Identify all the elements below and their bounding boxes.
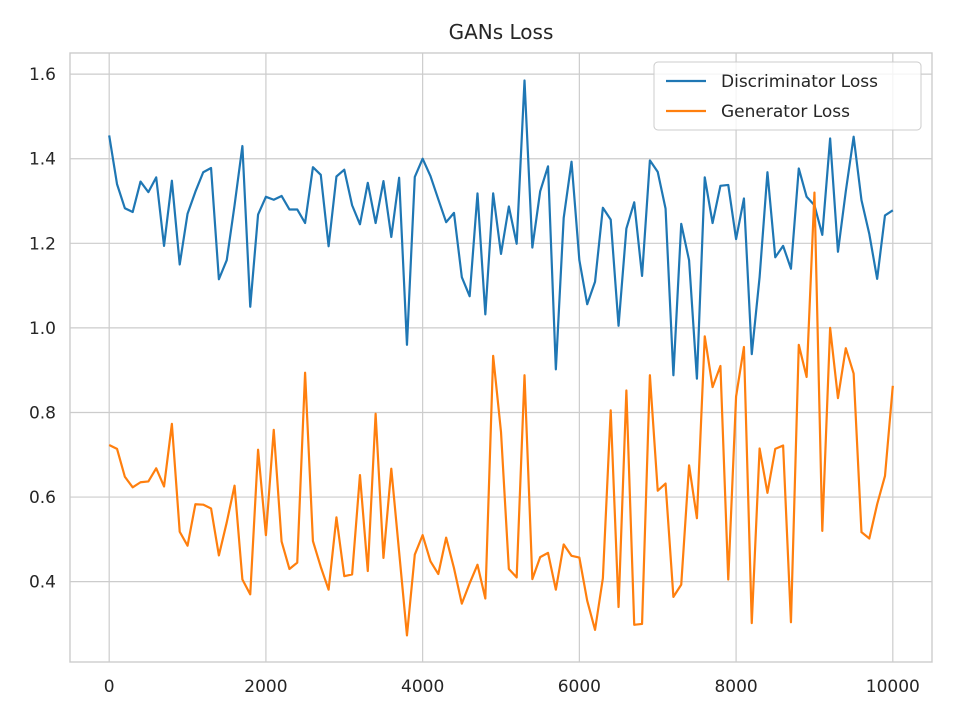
series-layer [108, 79, 894, 637]
legend-label-discriminator: Discriminator Loss [721, 72, 878, 92]
x-tick-label: 0 [104, 677, 115, 697]
x-tick-label: 10000 [866, 677, 920, 697]
y-tick-label: 1.0 [29, 319, 56, 339]
tick-labels: 0 2000 4000 6000 8000 10000 0.4 0.6 0.8 1.0 1.2 1.4… [29, 65, 920, 697]
grid-lines [70, 53, 932, 662]
y-tick-label: 0.6 [29, 488, 56, 508]
x-tick-label: 2000 [244, 677, 287, 697]
x-tick-label: 6000 [558, 677, 601, 697]
x-tick-label: 4000 [401, 677, 444, 697]
legend-box [653, 61, 922, 131]
series-line-generator-loss [108, 191, 894, 637]
chart-title: GANs Loss [449, 20, 554, 44]
legend: Discriminator Loss Generator Loss [653, 61, 922, 131]
legend-label-generator: Generator Loss [721, 102, 850, 122]
plot-frame [69, 52, 933, 663]
y-tick-label: 0.8 [29, 403, 56, 423]
series-line-discriminator-loss [108, 79, 894, 380]
y-tick-label: 1.6 [29, 65, 56, 85]
y-tick-label: 1.4 [29, 150, 56, 170]
x-tick-label: 8000 [714, 677, 757, 697]
y-tick-label: 0.4 [29, 573, 56, 593]
y-tick-label: 1.2 [29, 234, 56, 254]
